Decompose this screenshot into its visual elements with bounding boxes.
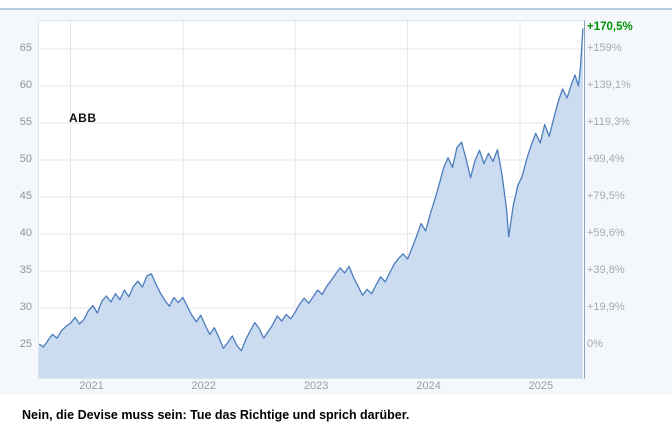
percent-tick-label: 0% (587, 337, 603, 350)
percent-tick-label: +79,5% (587, 189, 625, 202)
year-axis: 2021 2022 2023 2024 2025 (0, 379, 672, 395)
year-tick-label: 2021 (79, 380, 104, 392)
price-tick-label: 65 (19, 42, 32, 55)
price-tick-label: 60 (19, 79, 32, 91)
footer: Nein, die Devise muss sein: Tue das Rich… (0, 395, 672, 441)
percent-tick-label: +99,4% (587, 153, 625, 165)
price-tick-label: 30 (19, 300, 32, 313)
year-tick-label: 2023 (303, 380, 329, 392)
price-tick-label: 40 (19, 226, 32, 239)
current-change-label: +170,5% (587, 21, 633, 34)
percent-tick-label: +19,9% (587, 300, 625, 313)
year-tick-label: 2024 (416, 380, 441, 392)
price-tick-label: 45 (19, 189, 32, 202)
year-tick-label: 2025 (528, 380, 554, 392)
price-tick-label: 55 (19, 116, 32, 128)
percent-tick-label: +159% (587, 42, 622, 55)
price-area (39, 28, 583, 378)
chart-svg (39, 21, 584, 378)
price-axis: 65 60 55 50 45 40 35 30 25 (0, 20, 34, 378)
percent-tick-label: +59,6% (587, 226, 625, 239)
year-tick-label: 2022 (191, 380, 217, 392)
percent-tick-label: +39,8% (587, 263, 625, 276)
stock-label: ABB (69, 111, 97, 125)
chart-plot: ABB (38, 20, 585, 379)
quote-text: Nein, die Devise muss sein: Tue das Rich… (22, 408, 410, 422)
percent-axis: +170,5% +159% +139,1% +119,3% +99,4% +79,5% +… (587, 20, 671, 378)
price-tick-label: 35 (19, 263, 32, 276)
price-tick-label: 50 (19, 153, 32, 165)
price-line (39, 28, 584, 352)
percent-tick-label: +119,3% (587, 116, 630, 128)
price-tick-label: 25 (19, 337, 32, 350)
stock-chart-widget: ABB 65 60 55 50 45 40 35 30 25 +170,5% +159% +139… (0, 8, 672, 397)
percent-tick-label: +139,1% (587, 79, 631, 91)
